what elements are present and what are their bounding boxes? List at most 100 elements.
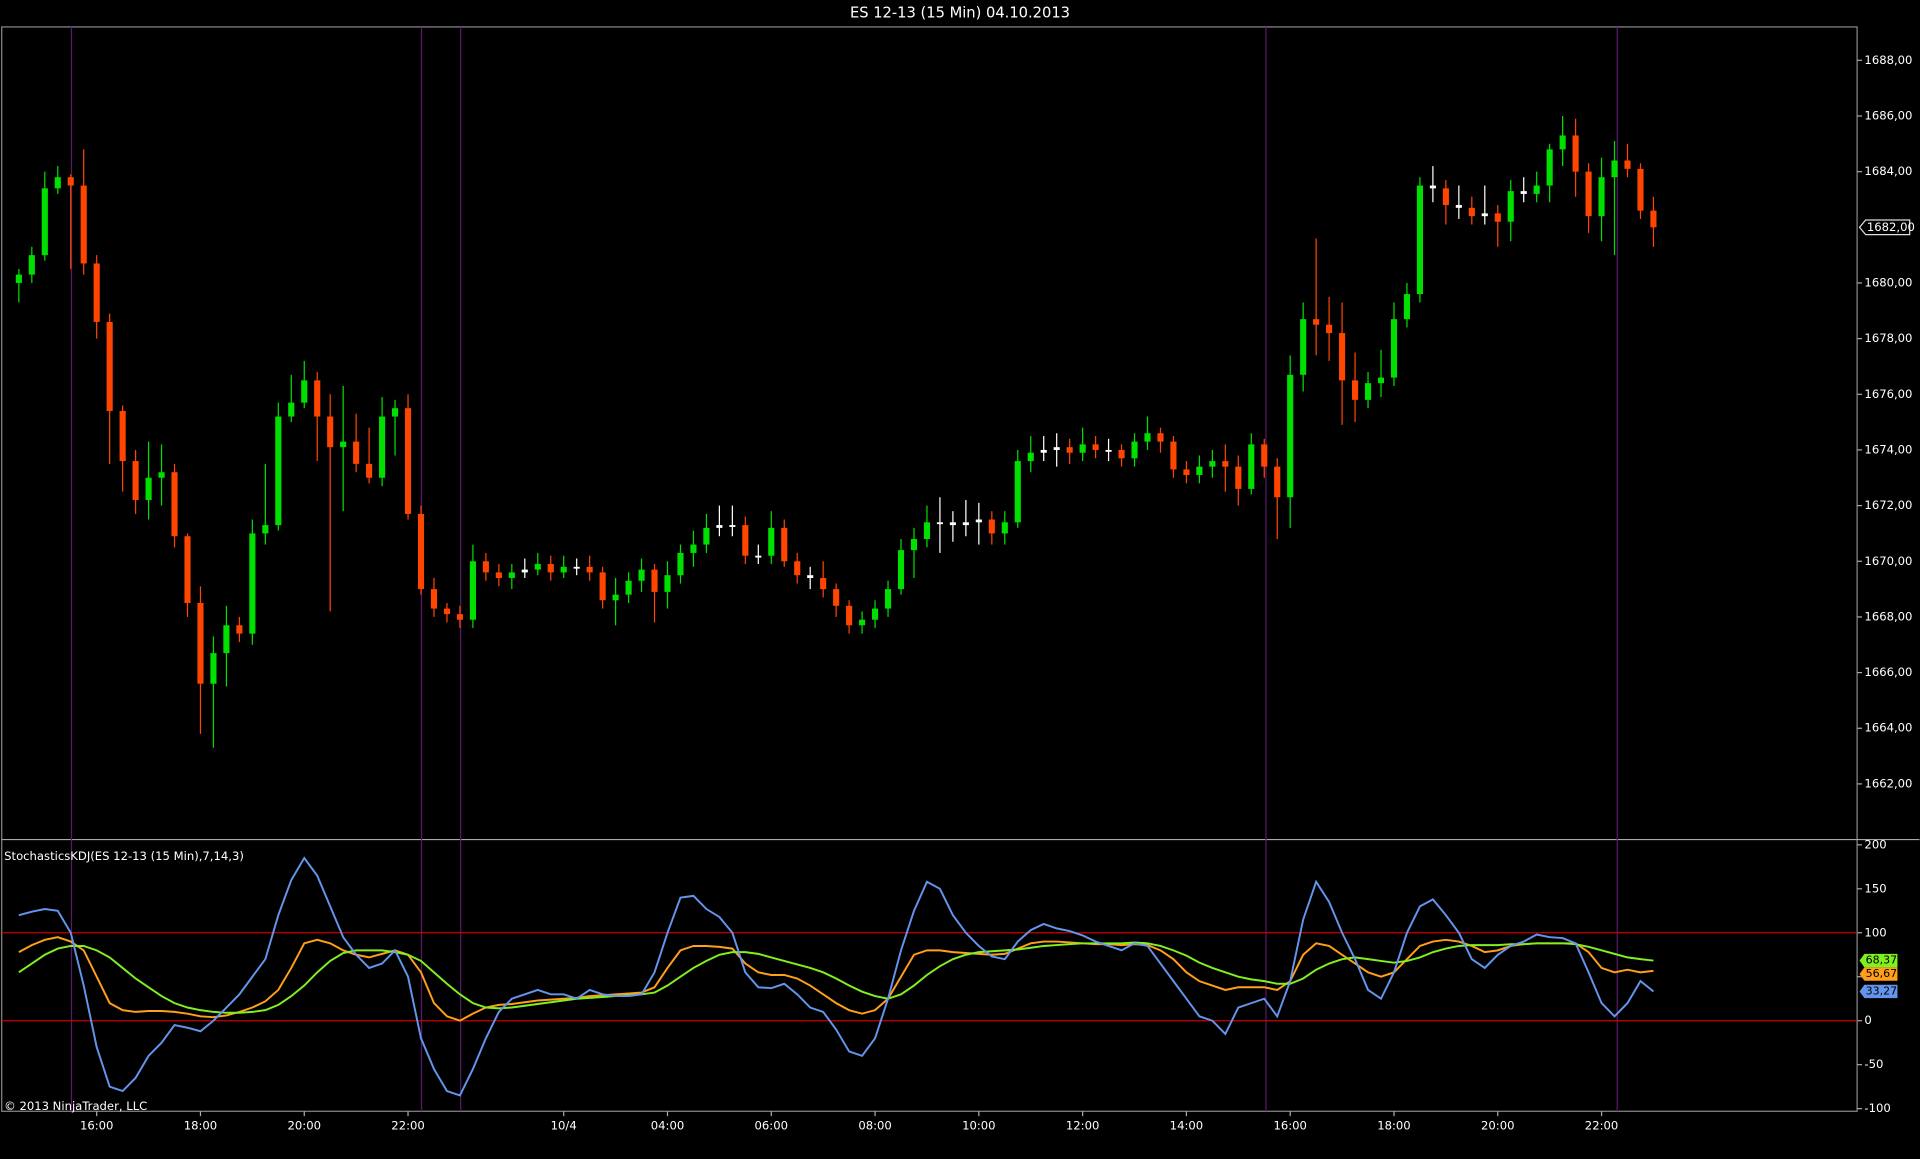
y-tick-label: 1684,00	[1864, 164, 1912, 178]
candle-body	[1585, 171, 1592, 217]
candle-body	[859, 619, 866, 626]
candle-body	[379, 416, 386, 478]
candle-body	[897, 550, 905, 590]
candle-body	[1144, 433, 1151, 442]
candle-body	[119, 410, 126, 462]
indicator-line	[18, 936, 1654, 1022]
x-tick-label: 16:00	[1273, 1118, 1306, 1132]
x-tick-label: 18:00	[184, 1118, 217, 1132]
candle-body	[1222, 461, 1229, 467]
candle-body	[366, 463, 373, 478]
candle-body	[1313, 319, 1320, 325]
y-tick-label: 1672,00	[1864, 498, 1912, 512]
candle-body	[508, 572, 515, 578]
y-tick-label: 1662,00	[1864, 776, 1912, 790]
candle-body	[1624, 160, 1631, 169]
last-value-box	[1859, 953, 1898, 968]
candle-body	[495, 572, 502, 578]
candle-body	[171, 472, 178, 537]
indicator-line	[18, 941, 1654, 1014]
last-value-box	[1859, 967, 1898, 981]
candle-body	[872, 608, 879, 620]
y-tick-label: 1676,00	[1864, 387, 1912, 401]
candle-body	[275, 416, 282, 526]
candle-body	[392, 408, 399, 417]
candle-body	[1248, 444, 1255, 489]
candle-body	[1157, 433, 1164, 442]
y-tick-label: 1668,00	[1864, 609, 1912, 623]
x-tick-label: 10:00	[962, 1118, 995, 1132]
last-value-label: 56,67	[1866, 967, 1898, 980]
last-price-label: 1682,00	[1867, 220, 1915, 234]
candle-body	[1533, 185, 1540, 194]
candle-body	[768, 527, 775, 556]
candle-body	[1455, 205, 1462, 208]
chart-title: ES 12-13 (15 Min) 04.10.2013	[850, 4, 1070, 21]
candle-body	[417, 513, 425, 590]
x-tick-label: 20:00	[1481, 1118, 1514, 1132]
candle-body	[327, 416, 334, 448]
candle-body	[975, 519, 982, 523]
x-tick-label: 08:00	[858, 1118, 891, 1132]
candle-body	[936, 522, 943, 525]
candle-body	[1520, 191, 1527, 194]
candle-body	[703, 527, 710, 545]
candle-body	[638, 569, 645, 581]
candle-body	[534, 564, 541, 570]
candle-body	[1014, 461, 1021, 523]
candle-body	[1105, 449, 1112, 452]
y-tick-label: 1688,00	[1864, 53, 1912, 67]
candle-body	[1274, 466, 1281, 498]
candle-body	[1390, 319, 1398, 378]
candle-body	[664, 575, 671, 592]
candle-body	[1001, 522, 1008, 534]
candle-body	[910, 539, 918, 551]
candle-body	[923, 522, 931, 540]
candle-body	[1092, 444, 1099, 450]
candle-body	[249, 533, 256, 634]
candle-body	[1053, 447, 1060, 450]
candle-body	[145, 477, 152, 501]
last-price-box	[1858, 219, 1911, 236]
candle-body	[288, 402, 295, 417]
candle-body	[690, 544, 697, 553]
candle-body	[884, 589, 892, 609]
y-tick-label: -50	[1864, 1057, 1883, 1071]
candle-body	[1468, 207, 1475, 217]
candle-body	[1040, 449, 1047, 453]
x-tick-label: 12:00	[1066, 1118, 1099, 1132]
candle-body	[1079, 444, 1086, 453]
candle-body	[456, 614, 463, 620]
candle-body	[301, 380, 308, 403]
candle-body	[106, 321, 113, 411]
candle-body	[1235, 466, 1242, 489]
x-tick-label: 10/4	[551, 1118, 577, 1132]
candle-body	[262, 525, 269, 534]
y-tick-label: 1666,00	[1864, 665, 1912, 679]
x-tick-label: 22:00	[391, 1118, 424, 1132]
candle-body	[1598, 177, 1605, 217]
candle-body	[1209, 461, 1216, 467]
candle-body	[586, 566, 593, 573]
candle-body	[1196, 466, 1203, 475]
candle-body	[1364, 383, 1372, 400]
candle-body	[846, 605, 853, 626]
x-tick-label: 22:00	[1585, 1118, 1618, 1132]
y-tick-label: -100	[1864, 1101, 1890, 1115]
last-value-label: 33,27	[1866, 984, 1898, 997]
candle-body	[716, 525, 723, 528]
last-value-box	[1859, 984, 1898, 999]
candle-body	[67, 177, 74, 186]
candle-body	[1131, 441, 1138, 459]
candle-body	[404, 408, 412, 514]
candle-body	[1300, 319, 1307, 375]
candle-body	[560, 566, 567, 573]
candle-body	[807, 575, 814, 578]
candle-body	[54, 177, 61, 189]
candle-body	[1429, 185, 1436, 189]
candle-body	[236, 625, 243, 634]
candle-body	[1442, 188, 1449, 206]
y-tick-label: 1664,00	[1864, 721, 1912, 735]
